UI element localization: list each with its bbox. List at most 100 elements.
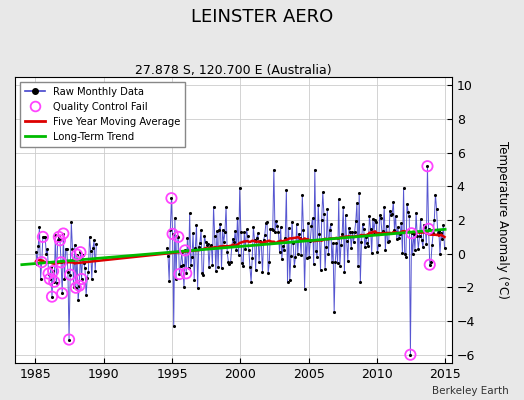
Point bbox=[84, 268, 93, 275]
Point bbox=[416, 233, 424, 239]
Point bbox=[359, 226, 368, 232]
Point bbox=[59, 230, 68, 237]
Point bbox=[407, 230, 416, 236]
Point bbox=[315, 231, 323, 238]
Point bbox=[303, 254, 311, 261]
Point bbox=[53, 237, 62, 244]
Point bbox=[56, 237, 64, 244]
Point bbox=[79, 252, 87, 258]
Point bbox=[195, 240, 204, 246]
Point bbox=[361, 244, 369, 250]
Point bbox=[340, 268, 348, 275]
Point bbox=[268, 227, 277, 233]
Point bbox=[241, 245, 249, 252]
Point bbox=[296, 235, 304, 241]
Point bbox=[33, 261, 41, 267]
Point bbox=[210, 204, 218, 210]
Point bbox=[244, 233, 252, 240]
Point bbox=[223, 249, 232, 255]
Point bbox=[289, 240, 298, 246]
Point bbox=[391, 213, 400, 219]
Point bbox=[274, 229, 282, 236]
Point bbox=[358, 221, 367, 228]
Point bbox=[331, 258, 340, 265]
Point bbox=[406, 352, 414, 358]
Point bbox=[353, 200, 361, 206]
Point bbox=[320, 211, 328, 218]
Point bbox=[430, 217, 439, 223]
Point bbox=[399, 185, 408, 191]
Point bbox=[395, 235, 403, 242]
Point bbox=[306, 238, 314, 244]
Point bbox=[304, 220, 312, 226]
Point bbox=[293, 251, 302, 258]
Point bbox=[187, 262, 195, 268]
Point bbox=[394, 224, 402, 230]
Point bbox=[47, 264, 55, 270]
Point bbox=[346, 229, 354, 235]
Point bbox=[228, 236, 237, 242]
Point bbox=[324, 250, 333, 257]
Point bbox=[182, 270, 190, 276]
Point bbox=[326, 221, 335, 228]
Point bbox=[374, 242, 383, 248]
Point bbox=[381, 246, 389, 253]
Point bbox=[429, 230, 438, 236]
Point bbox=[369, 216, 377, 222]
Point bbox=[240, 229, 248, 236]
Point bbox=[378, 230, 386, 236]
Point bbox=[405, 213, 413, 220]
Point bbox=[257, 241, 266, 248]
Point bbox=[39, 234, 47, 240]
Point bbox=[205, 264, 213, 270]
Point bbox=[350, 239, 358, 245]
Point bbox=[249, 224, 258, 231]
Point bbox=[404, 209, 412, 215]
Point bbox=[260, 232, 269, 238]
Point bbox=[282, 186, 291, 193]
Point bbox=[272, 218, 280, 224]
Point bbox=[78, 276, 86, 282]
Point bbox=[278, 256, 286, 262]
Point bbox=[40, 234, 48, 240]
Point bbox=[42, 251, 50, 257]
Point bbox=[427, 259, 435, 265]
Point bbox=[166, 226, 174, 233]
Point bbox=[423, 163, 432, 170]
Point bbox=[254, 230, 262, 236]
Point bbox=[57, 259, 66, 266]
Point bbox=[384, 239, 392, 245]
Point bbox=[372, 219, 380, 225]
Point bbox=[337, 242, 345, 248]
Point bbox=[49, 268, 57, 274]
Point bbox=[75, 282, 83, 289]
Point bbox=[224, 258, 233, 265]
Point bbox=[259, 237, 268, 243]
Point bbox=[56, 237, 64, 244]
Point bbox=[363, 240, 372, 246]
Point bbox=[36, 276, 45, 282]
Point bbox=[281, 234, 289, 241]
Point bbox=[355, 190, 363, 196]
Point bbox=[385, 238, 393, 244]
Point bbox=[174, 234, 182, 240]
Point bbox=[86, 247, 95, 254]
Point bbox=[336, 263, 344, 269]
Point bbox=[367, 250, 376, 256]
Point bbox=[377, 215, 385, 221]
Point bbox=[279, 242, 287, 249]
Point bbox=[233, 215, 242, 221]
Point bbox=[343, 237, 351, 244]
Point bbox=[211, 233, 219, 239]
Point bbox=[273, 222, 281, 229]
Point bbox=[397, 220, 406, 226]
Point bbox=[419, 244, 427, 250]
Point bbox=[432, 206, 441, 212]
Point bbox=[329, 240, 337, 246]
Point bbox=[352, 218, 360, 225]
Point bbox=[318, 217, 326, 224]
Point bbox=[436, 251, 444, 257]
Point bbox=[299, 226, 308, 233]
Point bbox=[421, 223, 429, 230]
Point bbox=[238, 260, 246, 266]
